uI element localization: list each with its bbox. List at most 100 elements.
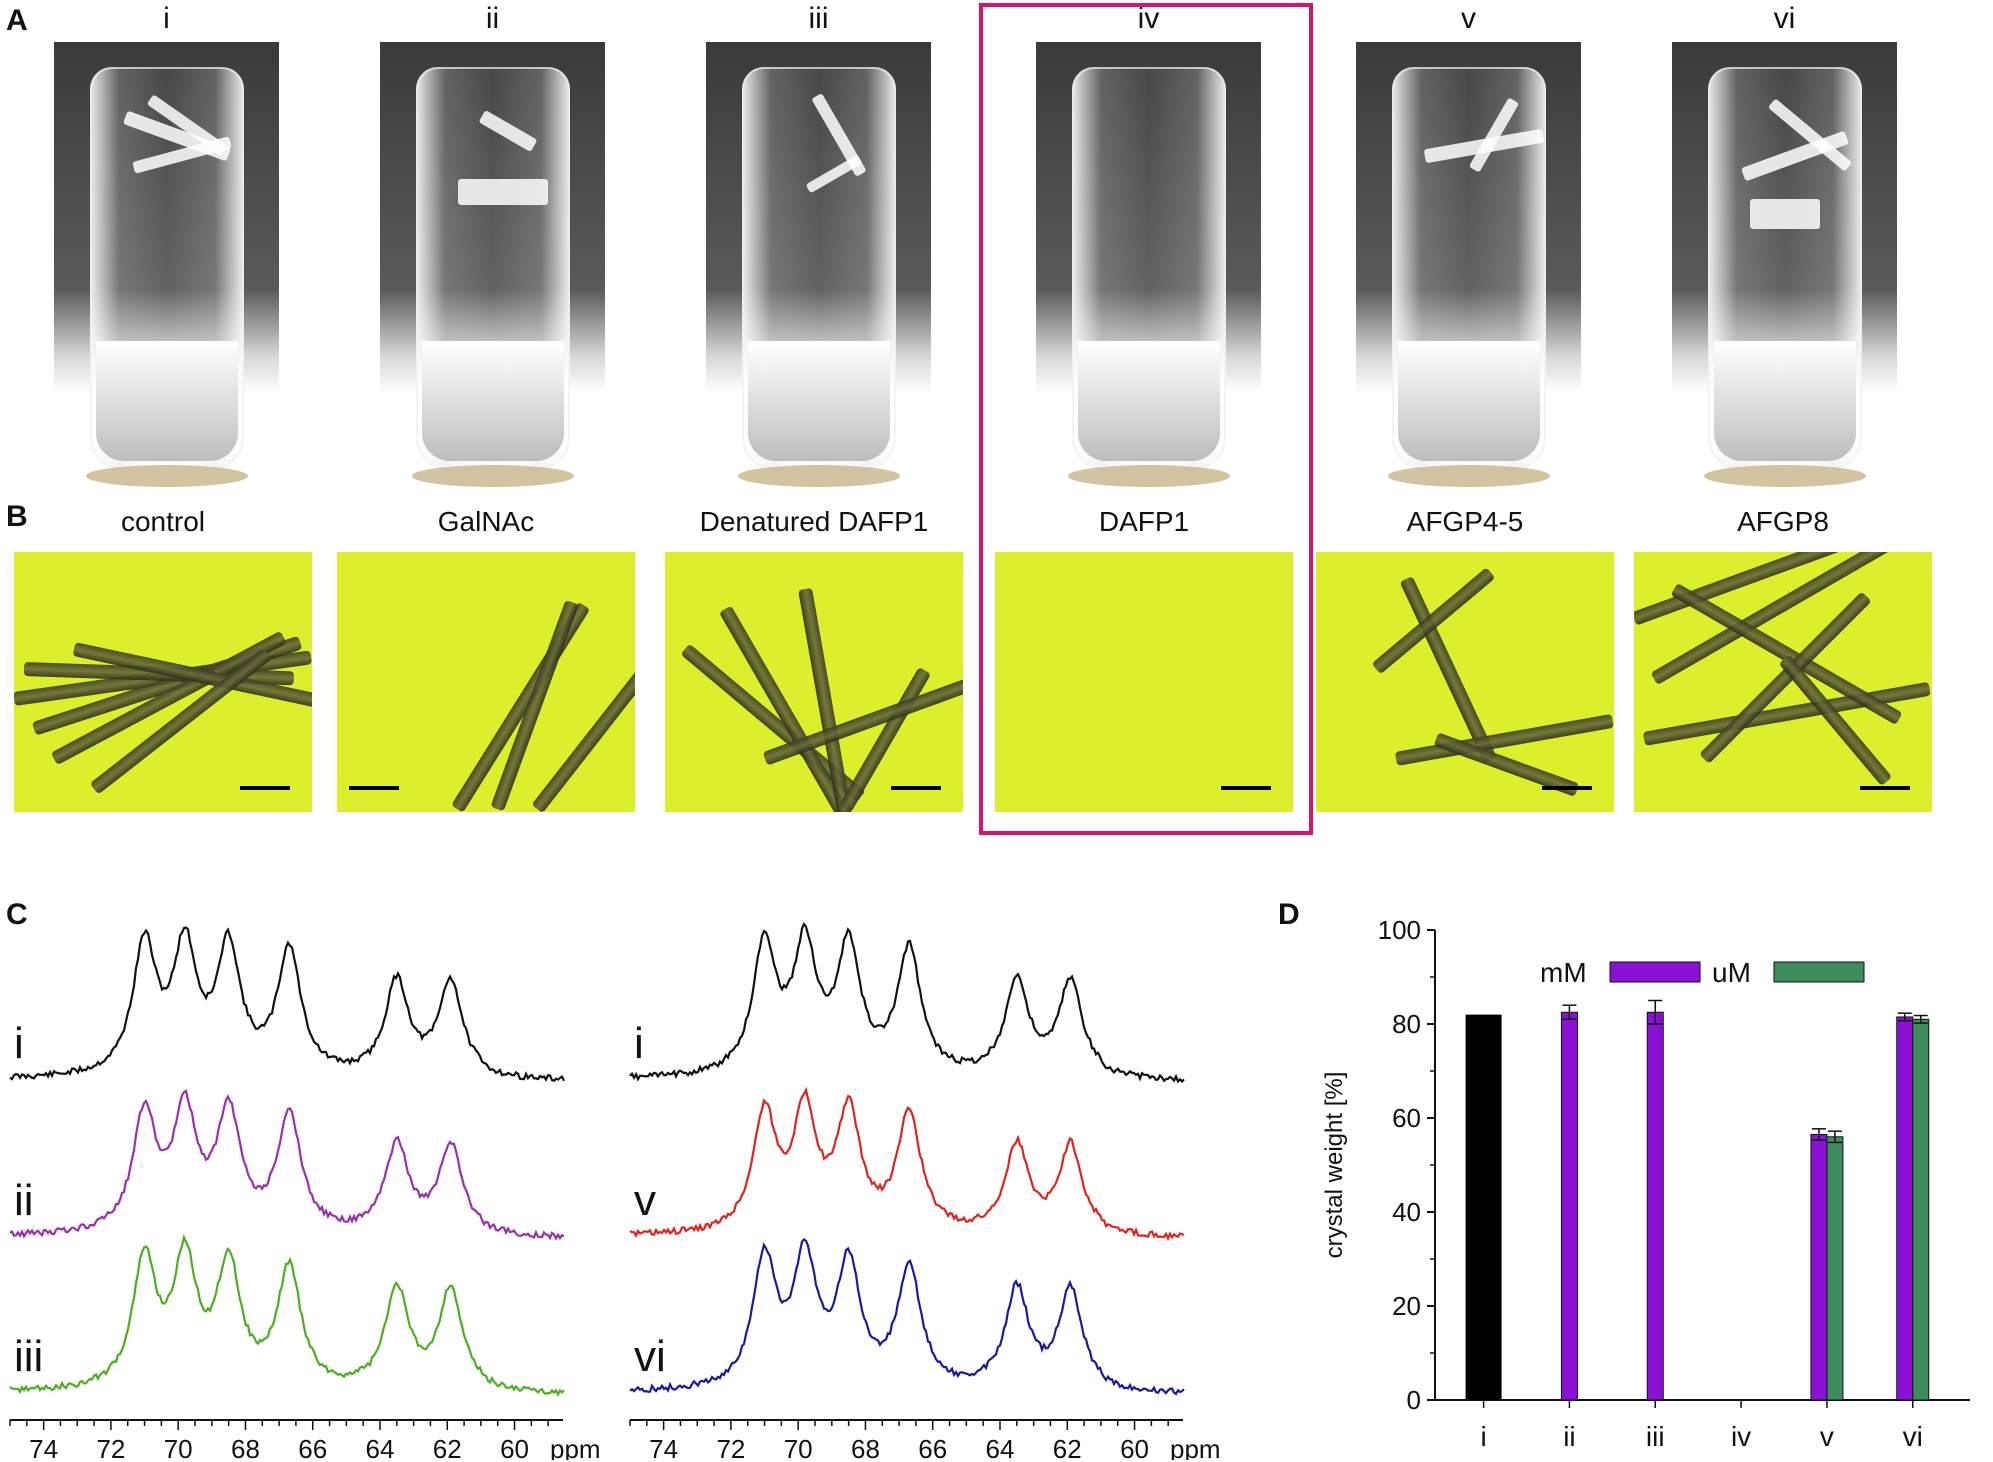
vial-photo-ii — [380, 42, 605, 492]
sample-name-v: AFGP4-5 — [1406, 506, 1524, 537]
vial-label-v: v — [1461, 2, 1476, 35]
nmr-tick-label: 64 — [366, 1434, 395, 1460]
y-axis-label: crystal weight [%] — [1321, 1072, 1348, 1259]
micrograph-iii — [665, 552, 963, 812]
error-bar — [1648, 999, 1663, 1025]
panel-c-label: C — [6, 898, 28, 931]
micrograph-i — [14, 552, 312, 812]
nmr-trace-label-v: v — [634, 1176, 656, 1225]
x-tick-label-iii: iii — [1646, 1421, 1665, 1452]
bar-control-i — [1465, 1014, 1502, 1400]
sample-name-vi: AFGP8 — [1737, 506, 1829, 537]
legend-swatch-mM — [1609, 961, 1701, 983]
crystal-shape — [1749, 199, 1820, 229]
y-tick-label: 80 — [1392, 1009, 1421, 1039]
nmr-trace-ii — [9, 1089, 565, 1241]
legend-label-uM: uM — [1712, 957, 1751, 988]
x-tick-label-i: i — [1480, 1421, 1486, 1452]
vial-photo-vi — [1672, 42, 1897, 492]
micrograph-ii — [337, 552, 635, 812]
nmr-trace-label-vi: vi — [634, 1332, 666, 1381]
x-tick-label-vi: vi — [1903, 1421, 1923, 1452]
y-tick-label: 0 — [1407, 1385, 1421, 1415]
panel-b-label: B — [6, 500, 28, 533]
vial-label-iii: iii — [808, 2, 829, 35]
vial-image — [85, 67, 248, 487]
chart-legend: mM uM — [1540, 957, 1865, 988]
nmr-tick-label: 70 — [784, 1434, 813, 1460]
nmr-tick-label: 66 — [918, 1434, 947, 1460]
error-bar — [1562, 1004, 1577, 1021]
nmr-trace-iii — [9, 1233, 565, 1397]
scale-bar — [1221, 786, 1271, 790]
nmr-trace-i — [629, 922, 1185, 1084]
sample-name-i: control — [120, 506, 206, 537]
crystal-needle — [838, 666, 932, 812]
dafp1-highlight-box — [979, 3, 1313, 835]
vial-photo-iv — [1036, 42, 1261, 492]
x-tick-label-v: v — [1820, 1421, 1834, 1452]
legend-label-mM: mM — [1540, 957, 1587, 988]
scale-bar — [349, 786, 399, 790]
nmr-axis-unit: ppm — [550, 1434, 600, 1460]
scale-bar — [1542, 786, 1592, 790]
nmr-tick-label: 64 — [986, 1434, 1015, 1460]
error-bar — [1827, 1130, 1842, 1144]
legend-swatch-uM — [1773, 961, 1865, 983]
nmr-axis-unit: ppm — [1170, 1434, 1220, 1460]
crystal-needle — [451, 601, 591, 812]
panel-a-label: A — [6, 4, 28, 37]
y-tick-label: 40 — [1392, 1197, 1421, 1227]
crystal-shape — [457, 179, 548, 205]
nmr-tick-label: 66 — [298, 1434, 327, 1460]
nmr-trace-i — [9, 926, 565, 1083]
scale-bar — [240, 786, 290, 790]
nmr-tick-label: 74 — [649, 1434, 678, 1460]
scale-bar — [1860, 786, 1910, 790]
y-tick-label: 100 — [1378, 915, 1421, 945]
sample-name-iv: DAFP1 — [1098, 506, 1190, 537]
bar-mM-vi — [1896, 1016, 1914, 1401]
bar-uM-vi — [1912, 1018, 1930, 1401]
bar-uM-v — [1826, 1136, 1844, 1401]
bar-mM-v — [1810, 1133, 1828, 1401]
vial-image — [1387, 67, 1550, 487]
nmr-tick-label: 74 — [29, 1434, 58, 1460]
vial-image — [411, 67, 574, 487]
vial-label-ii: ii — [485, 2, 500, 35]
nmr-tick-label: 68 — [851, 1434, 880, 1460]
nmr-trace-vi — [629, 1237, 1185, 1396]
micrograph-v — [1316, 552, 1614, 812]
nmr-tick-label: 62 — [433, 1434, 462, 1460]
micrograph-iv — [995, 552, 1293, 812]
nmr-tick-label: 60 — [1120, 1434, 1149, 1460]
nmr-trace-label-i: i — [14, 1019, 24, 1068]
nmr-tick-label: 68 — [231, 1434, 260, 1460]
sample-name-iii: Denatured DAFP1 — [699, 506, 929, 537]
nmr-tick-label: 70 — [164, 1434, 193, 1460]
bar-mM-ii — [1560, 1011, 1578, 1401]
vial-label-vi: vi — [1773, 2, 1796, 35]
vial-label-i: i — [163, 2, 170, 35]
vial-photo-i — [54, 42, 279, 492]
y-tick-label: 20 — [1392, 1291, 1421, 1321]
error-bar — [1897, 1012, 1912, 1022]
y-tick-label: 60 — [1392, 1103, 1421, 1133]
nmr-tick-label: 72 — [716, 1434, 745, 1460]
nmr-tick-label: 62 — [1053, 1434, 1082, 1460]
vial-image — [1067, 67, 1230, 487]
vial-image — [737, 67, 900, 487]
vial-photo-iii — [706, 42, 931, 492]
panel-d-label: D — [1278, 898, 1300, 931]
crystal-shape — [805, 154, 862, 194]
error-bar — [1811, 1128, 1826, 1141]
crystal-shape — [478, 109, 537, 153]
vial-label-iv: iv — [1137, 2, 1160, 35]
nmr-trace-label-ii: ii — [14, 1176, 34, 1225]
sample-name-ii: GalNAc — [437, 506, 535, 537]
x-tick-label-ii: ii — [1563, 1421, 1575, 1452]
micrograph-vi — [1634, 552, 1932, 812]
vial-photo-v — [1356, 42, 1581, 492]
